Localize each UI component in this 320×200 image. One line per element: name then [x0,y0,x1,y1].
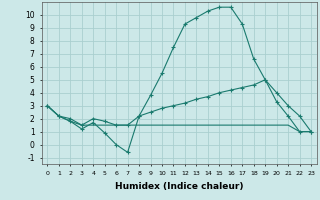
X-axis label: Humidex (Indice chaleur): Humidex (Indice chaleur) [115,182,244,191]
